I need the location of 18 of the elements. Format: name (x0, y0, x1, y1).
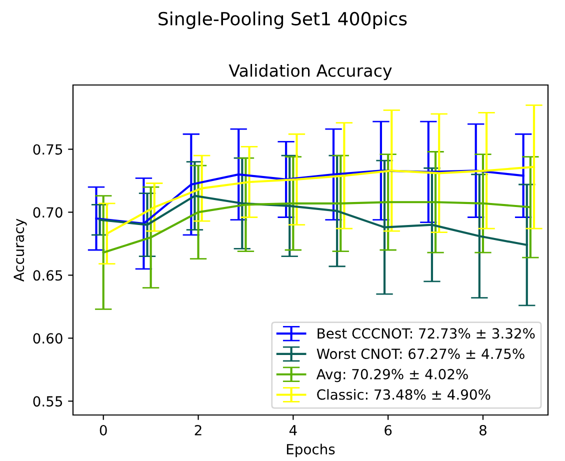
y-tick-label: 0.70 (33, 207, 62, 218)
chart-title: Single-Pooling Set1 400pics (158, 12, 407, 29)
y-tick-label: 0.60 (33, 333, 62, 344)
legend-label: Avg: 70.29% ± 4.02% (316, 368, 468, 382)
y-tick-label: 0.75 (33, 144, 62, 155)
legend-label: Best CCCNOT: 72.73% ± 3.32% (318, 328, 535, 339)
x-tick-label: 8 (480, 424, 486, 436)
x-tick-label: 6 (384, 424, 392, 436)
legend-label: Classic: 73.48% ± 4.90% (317, 389, 490, 400)
y-tick-label: 0.55 (33, 396, 62, 407)
x-tick-label: 2 (194, 424, 202, 436)
legend-label: Worst CNOT: 67.27% ± 4.75% (316, 348, 524, 360)
y-axis-title: Accuracy (14, 218, 27, 282)
x-tick-label: 0 (100, 424, 107, 436)
x-tick-label: 4 (289, 425, 297, 436)
chart-subtitle: Validation Accuracy (228, 64, 392, 80)
x-axis-title: Epochs (286, 444, 335, 458)
y-tick-label: 0.65 (33, 270, 62, 281)
